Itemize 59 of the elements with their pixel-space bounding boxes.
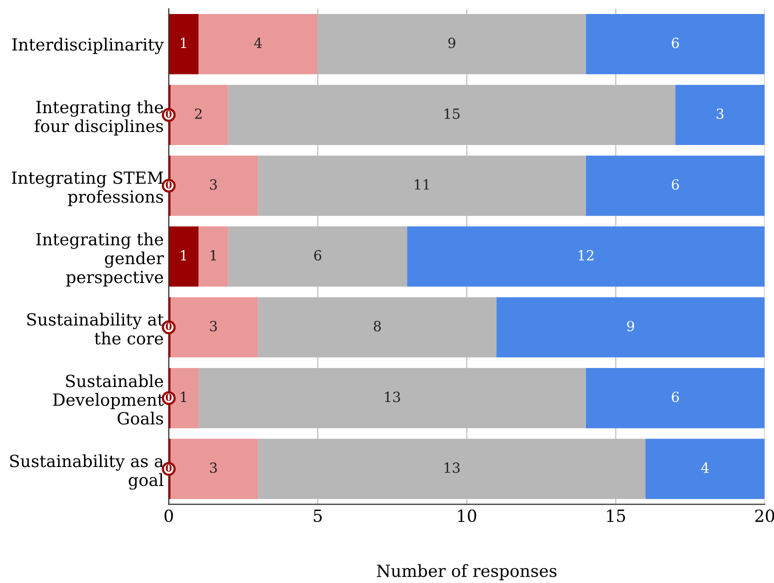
bar	[198, 14, 318, 74]
x-tick-label: 20	[755, 509, 774, 522]
y-tick-label: Sustainable Development Goals	[53, 374, 164, 425]
data-label: 4	[254, 38, 262, 48]
y-tick-label: Sustainability at the core	[27, 312, 164, 345]
data-label: 2	[195, 108, 202, 119]
data-label: 0	[166, 464, 172, 472]
bar	[675, 84, 765, 146]
data-label: 1	[180, 250, 186, 260]
bar	[258, 297, 497, 358]
bar	[586, 368, 765, 428]
bar	[407, 226, 765, 287]
data-label: 13	[385, 392, 400, 402]
bar	[198, 226, 228, 287]
x-tick-label: 10	[458, 509, 476, 522]
bar	[586, 14, 765, 74]
data-label: 3	[716, 108, 724, 119]
bar	[228, 84, 676, 146]
bar	[198, 368, 586, 428]
bar	[318, 14, 586, 74]
data-label: 9	[627, 320, 634, 332]
data-label: 6	[314, 250, 322, 261]
data-label: 0	[166, 394, 172, 401]
x-tick-label: 0	[164, 509, 173, 522]
data-label: 13	[444, 462, 460, 473]
y-tick-label: Interdisciplinarity	[12, 38, 164, 54]
y-tick-label: Integrating the gender perspective	[36, 232, 164, 286]
bar	[228, 226, 408, 287]
data-label: 15	[444, 108, 460, 119]
bar	[258, 156, 586, 216]
y-tick-label: Integrating the four disciplines	[34, 100, 164, 136]
data-label: 3	[210, 462, 217, 473]
bar	[258, 438, 646, 499]
data-label: 0	[166, 110, 172, 118]
data-label: 6	[672, 392, 679, 402]
data-label: 12	[578, 250, 594, 260]
bar	[168, 226, 199, 287]
y-tick-label: Sustainability as a goal	[10, 454, 164, 490]
data-label: 1	[180, 392, 186, 402]
bar	[496, 297, 765, 358]
x-tick-label: 15	[607, 509, 626, 522]
x-tick-label: 5	[314, 510, 322, 522]
data-label: 4	[701, 462, 709, 473]
y-tick-label: Integrating STEM professions	[12, 171, 164, 206]
data-label: 0	[166, 322, 172, 330]
data-label: 3	[210, 320, 217, 332]
data-label: 8	[374, 320, 381, 332]
data-label: 6	[672, 179, 679, 190]
bar	[586, 156, 765, 216]
x-axis-title: Number of responses	[376, 564, 556, 580]
data-label: 9	[448, 38, 456, 48]
bar	[646, 438, 765, 499]
data-label: 1	[210, 250, 216, 260]
data-label: 6	[672, 38, 679, 48]
data-label: 0	[166, 181, 172, 189]
data-label: 1	[180, 38, 186, 48]
data-label: 3	[210, 179, 217, 190]
data-label: 11	[414, 179, 429, 190]
bar	[168, 14, 199, 74]
